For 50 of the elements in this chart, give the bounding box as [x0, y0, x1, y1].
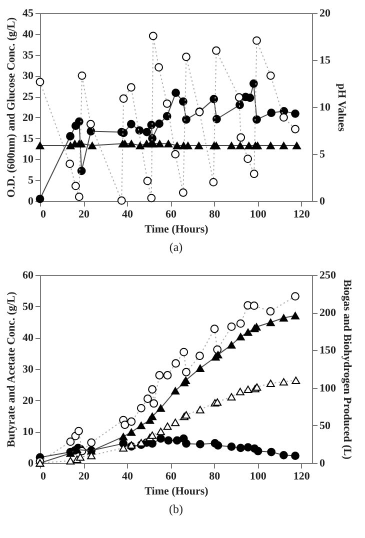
- y-tick-label: 0: [28, 458, 34, 470]
- x-tick-label: 40: [122, 470, 134, 482]
- x-tick-label: 100: [250, 208, 267, 220]
- x-tick-label: 0: [40, 470, 46, 482]
- y2-tick-label: 15: [320, 54, 331, 66]
- y-tick-label: 25: [22, 91, 34, 104]
- y-axis-title: Butyrate and Acetate Conc. (g/L): [6, 291, 18, 448]
- x-tick-label: 0: [40, 208, 46, 220]
- y-tick-label: 35: [22, 49, 34, 62]
- x-tick-label: 60: [166, 470, 178, 482]
- y2-tick-label: 50: [320, 420, 331, 432]
- y2-tick-label: 150: [320, 344, 336, 357]
- x-tick-label: 20: [78, 208, 90, 220]
- y-tick-label: 15: [22, 132, 34, 145]
- y2-axis-title: Biogas and Biohydrogen Produced (L): [341, 280, 353, 460]
- x-tick-label: 80: [209, 470, 221, 482]
- y2-tick-label: 20: [320, 8, 331, 20]
- y-tick-label: 45: [22, 8, 34, 20]
- y2-tick-label: 10: [320, 102, 331, 114]
- x-tick-label: 100: [250, 470, 267, 482]
- x-tick-label: 120: [293, 470, 310, 482]
- y2-tick-label: 100: [320, 382, 336, 394]
- x-tick-label: 60: [166, 208, 178, 220]
- y2-axis-title: pH Values: [336, 84, 348, 132]
- y2-tick-label: 200: [320, 307, 336, 320]
- y2-tick-label: 5: [320, 148, 326, 160]
- text: (b): [169, 502, 183, 516]
- y-tick-label: 20: [22, 394, 34, 407]
- x-tick-label: 120: [293, 208, 310, 220]
- text: (a): [169, 240, 183, 254]
- y-axis-title: O.D. (600nm) and Glucose Conc. (g/L): [6, 17, 18, 198]
- x-tick-label: 80: [209, 208, 221, 220]
- x-tick-label: 20: [78, 470, 90, 482]
- y2-tick-label: 250: [320, 270, 336, 282]
- y-tick-label: 10: [22, 426, 34, 438]
- x-tick-label: 40: [122, 208, 134, 220]
- y-tick-label: 40: [22, 28, 34, 40]
- y-tick-label: 10: [22, 154, 34, 166]
- x-axis-title: Time (Hours): [144, 486, 209, 498]
- y-tick-label: 30: [22, 364, 34, 376]
- y-tick-label: 0: [28, 196, 34, 208]
- y-tick-label: 30: [22, 70, 34, 82]
- y2-tick-label: 0: [320, 458, 326, 470]
- y-tick-label: 50: [22, 300, 34, 313]
- y-tick-label: 60: [22, 270, 34, 282]
- y-tick-label: 20: [22, 112, 34, 124]
- x-axis-title: Time (Hours): [144, 224, 209, 236]
- y-tick-label: 40: [22, 332, 34, 344]
- y-tick-label: 5: [28, 174, 34, 187]
- y2-tick-label: 0: [320, 196, 326, 208]
